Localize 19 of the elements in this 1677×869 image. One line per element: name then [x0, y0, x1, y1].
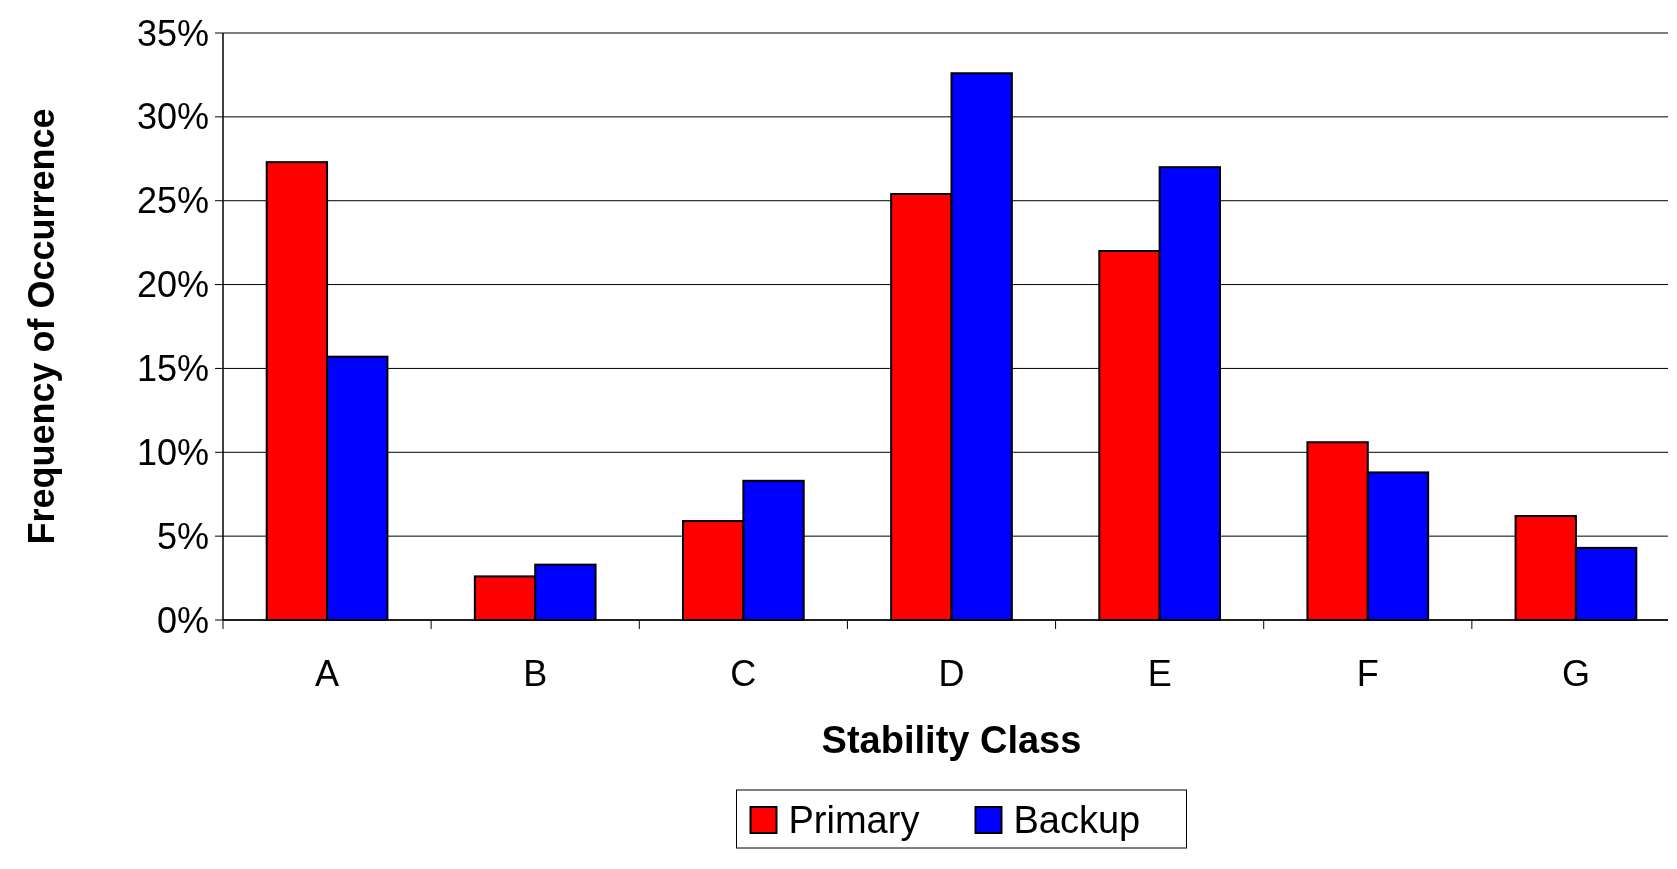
x-tick-label: F: [1356, 653, 1379, 694]
x-tick-label: B: [523, 653, 548, 694]
x-tick-label: G: [1561, 653, 1590, 694]
y-tick-label: 0%: [156, 599, 209, 641]
x-tick-label: E: [1147, 653, 1172, 694]
y-tick-label: 15%: [136, 348, 209, 390]
legend-label: Backup: [1013, 799, 1141, 842]
y-axis-title: Frequency of Occurrence: [21, 108, 62, 545]
legend-label: Primary: [788, 799, 920, 842]
x-tick-label: C: [730, 653, 757, 694]
y-tick-label: 35%: [136, 12, 209, 54]
y-tick-label: 20%: [136, 264, 209, 306]
y-tick-label: 5%: [156, 515, 209, 557]
y-tick-label: 10%: [136, 431, 209, 473]
x-tick-label: A: [315, 653, 340, 694]
y-tick-label: 30%: [136, 96, 209, 138]
x-tick-label: D: [938, 653, 965, 694]
y-tick-label: 25%: [136, 180, 209, 222]
x-axis-title: Stability Class: [821, 719, 1082, 761]
